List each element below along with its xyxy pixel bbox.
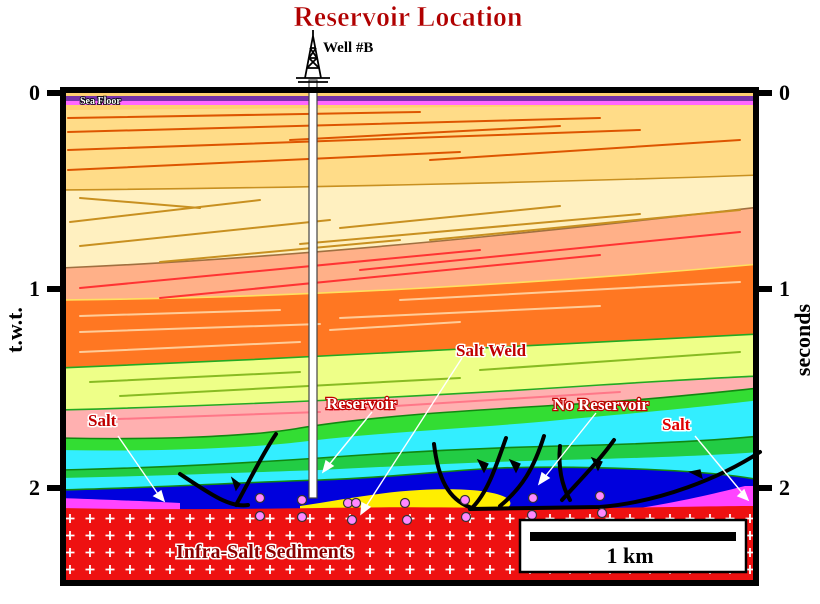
fault-2 (234, 432, 278, 507)
scale-label: 1 km (606, 543, 653, 568)
salt-right-label: Salt (662, 415, 691, 434)
right-axis-label: seconds (790, 304, 815, 377)
scale-bar: 1 km (518, 518, 748, 574)
left-axis-label: t.w.t. (2, 307, 27, 353)
axis-ticks (47, 90, 772, 491)
sea-floor-label: Sea Floor (80, 96, 121, 107)
diagram-title: Reservoir Location (294, 2, 523, 33)
annotation-arrows (117, 357, 750, 516)
fault-5 (498, 434, 546, 508)
seismic-reflectors (67, 111, 741, 421)
scale-box (518, 518, 748, 574)
faults (178, 432, 762, 511)
fault-3 (432, 442, 474, 510)
fault-6 (557, 444, 572, 502)
salt-left-label: Salt (88, 411, 117, 430)
left-tick-2: 2 (29, 475, 40, 500)
sea-floor-magenta (66, 101, 753, 105)
fault-1 (178, 472, 250, 508)
reservoir-label: Reservoir (326, 394, 397, 413)
well-label: Well #B (323, 40, 373, 56)
fault-8-detachment (468, 450, 762, 511)
fault-7 (560, 438, 616, 502)
left-tick-1: 1 (29, 276, 40, 301)
salt-left-body (66, 498, 180, 512)
right-tick-2: 2 (779, 475, 790, 500)
infra-salt-label: Infra-Salt Sediments (176, 541, 353, 563)
salt-right-body (640, 486, 753, 512)
section-frame (60, 87, 759, 586)
no-reservoir-label: No Reservoir (553, 395, 649, 414)
weld-points (254, 490, 608, 526)
right-tick-1: 1 (779, 276, 790, 301)
well-b[interactable]: Well #B (296, 30, 373, 499)
left-tick-0: 0 (29, 80, 40, 105)
derrick-icon (296, 30, 330, 83)
scale-bar-line (530, 532, 736, 541)
fault-4 (470, 436, 508, 510)
sea-floor-strip (66, 96, 753, 101)
salt-weld-label: Salt Weld (456, 341, 527, 360)
right-tick-0: 0 (779, 80, 790, 105)
well-bore (308, 79, 318, 499)
fault-arrows (230, 456, 703, 492)
